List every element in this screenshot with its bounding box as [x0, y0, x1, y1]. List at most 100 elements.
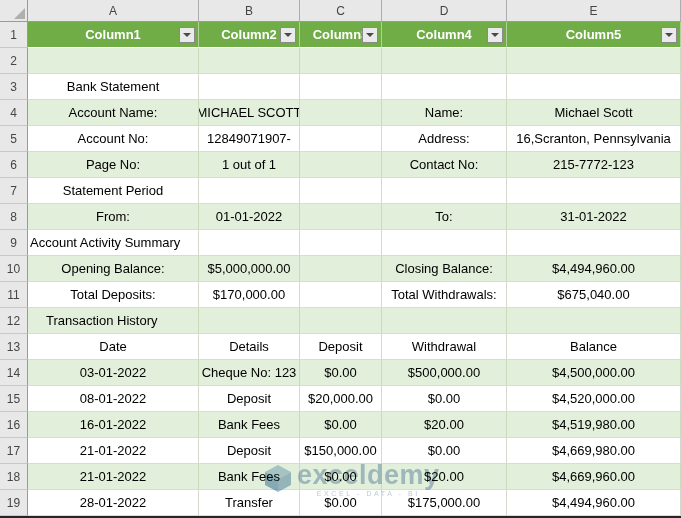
cell-B18[interactable]: Bank Fees [199, 464, 300, 490]
cell-D14[interactable]: $500,000.00 [382, 360, 507, 386]
cell-B4[interactable]: MICHAEL SCOTT [199, 100, 300, 126]
cell-B17[interactable]: Deposit [199, 438, 300, 464]
cell-A19[interactable]: 28-01-2022 [28, 490, 199, 516]
cell-E18[interactable]: $4,669,960.00 [507, 464, 681, 490]
cell-B13[interactable]: Details [199, 334, 300, 360]
cell-B7[interactable] [199, 178, 300, 204]
cell-B6[interactable]: 1 out of 1 [199, 152, 300, 178]
column-header-E[interactable]: E [507, 0, 681, 22]
row-header-18[interactable]: 18 [0, 464, 28, 490]
cell-A3[interactable]: Bank Statement [28, 74, 199, 100]
cell-D9[interactable] [382, 230, 507, 256]
column-header-A[interactable]: A [28, 0, 199, 22]
cell-D17[interactable]: $0.00 [382, 438, 507, 464]
cell-B15[interactable]: Deposit [199, 386, 300, 412]
cell-E17[interactable]: $4,669,980.00 [507, 438, 681, 464]
cell-E8[interactable]: 31-01-2022 [507, 204, 681, 230]
cell-D8[interactable]: To: [382, 204, 507, 230]
table-header-column3[interactable]: Column3 [300, 22, 382, 48]
row-header-6[interactable]: 6 [0, 152, 28, 178]
cell-E19[interactable]: $4,494,960.00 [507, 490, 681, 516]
cell-A4[interactable]: Account Name: [28, 100, 199, 126]
cell-D11[interactable]: Total Withdrawals: [382, 282, 507, 308]
row-header-2[interactable]: 2 [0, 48, 28, 74]
cell-D15[interactable]: $0.00 [382, 386, 507, 412]
filter-button-column4[interactable] [487, 27, 503, 43]
cell-C9[interactable] [300, 230, 382, 256]
cell-D10[interactable]: Closing Balance: [382, 256, 507, 282]
table-header-column4[interactable]: Column4 [382, 22, 507, 48]
cell-C19[interactable]: $0.00 [300, 490, 382, 516]
cell-D3[interactable] [382, 74, 507, 100]
cell-E4[interactable]: Michael Scott [507, 100, 681, 126]
cell-A8[interactable]: From: [28, 204, 199, 230]
cell-A12[interactable]: Transaction History [28, 308, 199, 334]
cell-E3[interactable] [507, 74, 681, 100]
cell-A14[interactable]: 03-01-2022 [28, 360, 199, 386]
filter-button-column5[interactable] [661, 27, 677, 43]
cell-C18[interactable]: $0.00 [300, 464, 382, 490]
cell-D19[interactable]: $175,000.00 [382, 490, 507, 516]
cell-C2[interactable] [300, 48, 382, 74]
row-header-10[interactable]: 10 [0, 256, 28, 282]
row-header-8[interactable]: 8 [0, 204, 28, 230]
cell-C13[interactable]: Deposit [300, 334, 382, 360]
filter-button-column3[interactable] [362, 27, 378, 43]
cell-D16[interactable]: $20.00 [382, 412, 507, 438]
cell-D6[interactable]: Contact No: [382, 152, 507, 178]
cell-C6[interactable] [300, 152, 382, 178]
cell-A17[interactable]: 21-01-2022 [28, 438, 199, 464]
row-header-17[interactable]: 17 [0, 438, 28, 464]
cell-C3[interactable] [300, 74, 382, 100]
row-header-12[interactable]: 12 [0, 308, 28, 334]
row-header-16[interactable]: 16 [0, 412, 28, 438]
row-header-19[interactable]: 19 [0, 490, 28, 516]
row-header-9[interactable]: 9 [0, 230, 28, 256]
cell-B10[interactable]: $5,000,000.00 [199, 256, 300, 282]
table-header-column5[interactable]: Column5 [507, 22, 681, 48]
column-header-B[interactable]: B [199, 0, 300, 22]
cell-A18[interactable]: 21-01-2022 [28, 464, 199, 490]
cell-C16[interactable]: $0.00 [300, 412, 382, 438]
cell-C11[interactable] [300, 282, 382, 308]
cell-A13[interactable]: Date [28, 334, 199, 360]
cell-B14[interactable]: Cheque No: 123 [199, 360, 300, 386]
cell-C14[interactable]: $0.00 [300, 360, 382, 386]
cell-A9[interactable]: Account Activity Summary [28, 230, 199, 256]
table-header-column2[interactable]: Column2 [199, 22, 300, 48]
cell-A7[interactable]: Statement Period [28, 178, 199, 204]
cell-C7[interactable] [300, 178, 382, 204]
cell-E11[interactable]: $675,040.00 [507, 282, 681, 308]
cell-B16[interactable]: Bank Fees [199, 412, 300, 438]
row-header-14[interactable]: 14 [0, 360, 28, 386]
cell-C12[interactable] [300, 308, 382, 334]
cell-B2[interactable] [199, 48, 300, 74]
cell-E5[interactable]: 16,Scranton, Pennsylvania [507, 126, 681, 152]
row-header-4[interactable]: 4 [0, 100, 28, 126]
cell-B5[interactable]: 12849071907- [199, 126, 300, 152]
cell-B8[interactable]: 01-01-2022 [199, 204, 300, 230]
cell-E13[interactable]: Balance [507, 334, 681, 360]
cell-C17[interactable]: $150,000.00 [300, 438, 382, 464]
cell-B19[interactable]: Transfer [199, 490, 300, 516]
cell-E16[interactable]: $4,519,980.00 [507, 412, 681, 438]
row-header-1[interactable]: 1 [0, 22, 28, 48]
row-header-11[interactable]: 11 [0, 282, 28, 308]
row-header-15[interactable]: 15 [0, 386, 28, 412]
cell-E15[interactable]: $4,520,000.00 [507, 386, 681, 412]
cell-D18[interactable]: $20.00 [382, 464, 507, 490]
cell-C10[interactable] [300, 256, 382, 282]
cell-E9[interactable] [507, 230, 681, 256]
cell-A11[interactable]: Total Deposits: [28, 282, 199, 308]
cell-A2[interactable] [28, 48, 199, 74]
cell-A16[interactable]: 16-01-2022 [28, 412, 199, 438]
cell-C8[interactable] [300, 204, 382, 230]
cell-D13[interactable]: Withdrawal [382, 334, 507, 360]
cell-D12[interactable] [382, 308, 507, 334]
cell-A5[interactable]: Account No: [28, 126, 199, 152]
cell-A10[interactable]: Opening Balance: [28, 256, 199, 282]
cell-D5[interactable]: Address: [382, 126, 507, 152]
table-header-column1[interactable]: Column1 [28, 22, 199, 48]
cell-C4[interactable] [300, 100, 382, 126]
row-header-3[interactable]: 3 [0, 74, 28, 100]
